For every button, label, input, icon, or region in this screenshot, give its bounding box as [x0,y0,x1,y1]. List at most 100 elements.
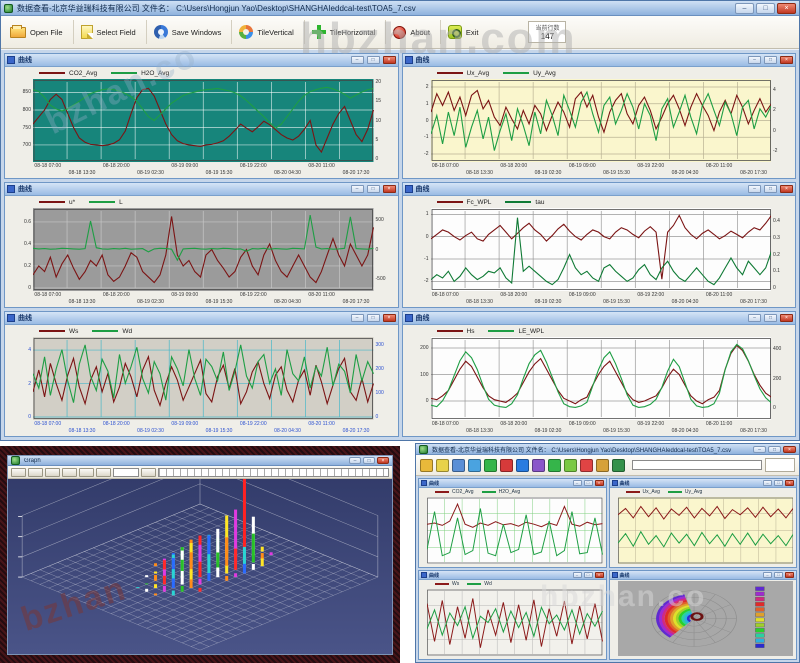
minimize-button[interactable]: – [350,185,364,193]
minimize-button[interactable]: – [572,572,582,578]
maximize-button[interactable]: □ [768,445,781,453]
maximize-button[interactable]: □ [774,480,783,486]
polar-plot[interactable] [610,580,797,659]
maximize-button[interactable]: □ [764,56,777,64]
toolbar-input[interactable] [113,467,139,477]
maximize-button[interactable]: □ [756,2,775,14]
maximize-button[interactable]: □ [583,572,593,578]
toolbar-icon-button[interactable] [420,458,433,472]
child-titlebar[interactable]: 曲线 – □ × [419,571,606,580]
tile-vertical-button[interactable]: TileVertical [234,22,301,42]
minimize-button[interactable]: – [763,572,772,578]
chart-plot[interactable] [610,496,797,567]
close-button[interactable]: × [780,56,793,64]
toolbar-input[interactable] [632,460,762,470]
maximize-button[interactable]: □ [764,314,777,322]
close-button[interactable]: × [382,185,396,193]
chart-plot[interactable] [431,208,772,291]
toolbar-button[interactable] [62,467,77,477]
exit-button[interactable]: Exit [443,22,487,42]
about-button[interactable]: About [388,23,438,42]
toolbar-separator [439,20,441,44]
child-titlebar[interactable]: 曲线 – □ × [5,183,398,196]
minimize-button[interactable]: – [763,480,772,486]
chart-plot[interactable] [431,337,772,420]
minimize-button[interactable]: – [748,185,761,193]
child-titlebar[interactable]: 曲线 – □ × [5,54,398,67]
close-button[interactable]: × [785,572,794,578]
chart-plot[interactable] [419,588,606,659]
main-titlebar[interactable]: 数据查看-北京华益瑞科技有限公司 文件名： C:\Users\Hongjun Y… [1,1,799,16]
child-titlebar[interactable]: 曲线 – □ × [402,312,795,325]
minimize-button[interactable]: – [753,445,766,453]
toolbar-button[interactable] [96,467,111,477]
toolbar-icon-button[interactable] [612,458,625,472]
close-button[interactable]: × [594,480,604,486]
chart-plot[interactable] [431,79,772,162]
toolbar-icon-button[interactable] [532,458,545,472]
close-button[interactable]: × [780,185,793,193]
maximize-button[interactable]: □ [583,480,593,486]
toolbar-button[interactable] [11,467,26,477]
close-button[interactable]: × [382,314,396,322]
chart-plot[interactable] [33,79,374,162]
close-button[interactable]: × [777,2,796,14]
toolbar-icon-button[interactable] [484,458,497,472]
toolbar-icon-button[interactable] [580,458,593,472]
x-tick-label: 08-20 04:30 [274,428,301,434]
minimize-button[interactable]: – [350,56,364,64]
chart-plot[interactable] [33,208,374,291]
toolbar-button[interactable] [45,467,60,477]
toolbar-icon-button[interactable] [548,458,561,472]
toolbar-icon-button[interactable] [564,458,577,472]
child-titlebar[interactable]: 曲线 – □ × [419,479,606,488]
toolbar-icon-button[interactable] [596,458,609,472]
close-button[interactable]: × [783,445,796,453]
tile-horizontal-button[interactable]: TileHorizontal [307,22,384,42]
scale-strip[interactable] [158,467,389,477]
toolbar-button[interactable] [141,467,156,477]
toolbar-button[interactable] [28,467,43,477]
maximize-button[interactable]: □ [366,56,380,64]
child-titlebar[interactable]: 曲线 – □ × [402,54,795,67]
minimize-button[interactable]: – [735,2,754,14]
maximize-button[interactable]: □ [363,457,375,464]
open-file-button[interactable]: Open File [5,24,71,41]
maximize-button[interactable]: □ [366,185,380,193]
close-button[interactable]: × [382,56,396,64]
toolbar-button[interactable] [79,467,94,477]
child-titlebar[interactable]: 曲线 – □ × [609,571,796,580]
minimize-button[interactable]: – [572,480,582,486]
footprint-3d-plot[interactable] [8,479,392,654]
minimize-button[interactable]: – [748,314,761,322]
toolbar-icon-button[interactable] [436,458,449,472]
chart-plot[interactable] [419,496,606,567]
minimize-button[interactable]: – [349,457,361,464]
maximize-button[interactable]: □ [774,572,783,578]
save-windows-button[interactable]: Save Windows [149,22,230,42]
child-titlebar[interactable]: 曲线 – □ × [402,183,795,196]
viewer2-titlebar[interactable]: 数据查看-北京华益瑞科技有限公司 文件名： C:\Users\Hongjun Y… [416,444,799,455]
y-tick-label: -2 [424,278,429,285]
graph3d-titlebar[interactable]: Graph – □ × [8,456,392,466]
child-titlebar[interactable]: 曲线 – □ × [5,312,398,325]
x-tick-label: 08-20 04:30 [274,170,301,176]
close-button[interactable]: × [785,480,794,486]
select-field-button[interactable]: Select Field [76,22,144,42]
minimize-button[interactable]: – [350,314,364,322]
toolbar-icon-button[interactable] [500,458,513,472]
close-button[interactable]: × [377,457,389,464]
chart-window-icon [404,314,413,322]
maximize-button[interactable]: □ [764,185,777,193]
minimize-button[interactable]: – [748,56,761,64]
close-button[interactable]: × [594,572,604,578]
x-tick-label: 08-19 09:00 [568,421,596,427]
child-titlebar[interactable]: 曲线 – □ × [609,479,796,488]
toolbar-icon-button[interactable] [468,458,481,472]
maximize-button[interactable]: □ [366,314,380,322]
toolbar-icon-button[interactable] [452,458,465,472]
close-button[interactable]: × [780,314,793,322]
toolbar-icon-button[interactable] [516,458,529,472]
chart-plot[interactable] [33,337,374,420]
x-axis-labels: 08-18 07:00 08-18 20:00 08-19 09:00 08-19 2… [429,291,772,306]
